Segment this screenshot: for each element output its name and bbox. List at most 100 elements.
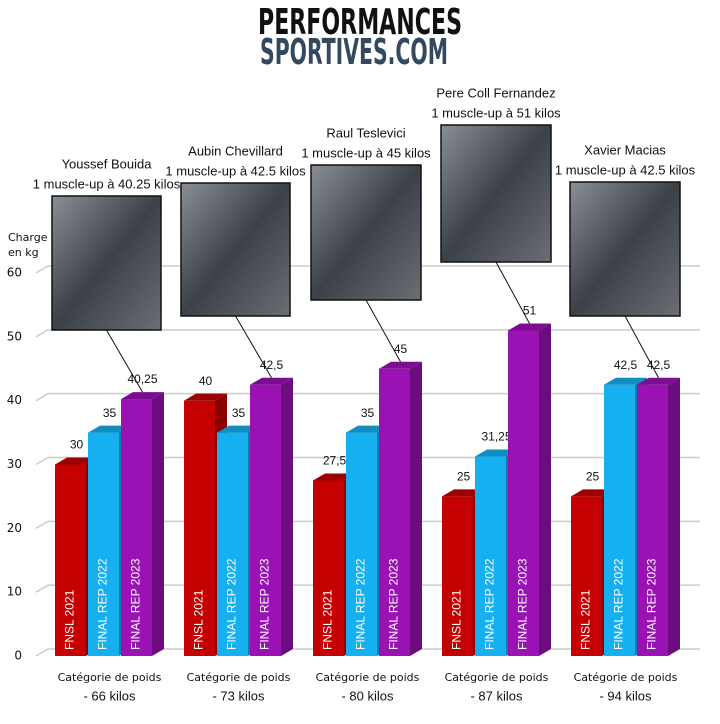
bar-side — [668, 377, 680, 656]
series-name: FNSL 2021 — [63, 589, 77, 650]
bar-top — [442, 489, 485, 497]
bar-top — [475, 449, 518, 457]
bar — [637, 384, 668, 656]
bar-top — [250, 377, 293, 385]
athlete-photo — [180, 182, 291, 317]
x-tick-label: Catégorie de poids — [58, 671, 162, 684]
bar-top — [346, 425, 389, 433]
bar-side — [281, 377, 293, 656]
bar-top — [217, 425, 260, 433]
annotation-text: 1 muscle-up à 45 kilos — [301, 145, 431, 160]
athlete-photo — [569, 181, 681, 317]
annotation-name: Raul Teslevici — [326, 125, 405, 140]
value-label: 42,5 — [614, 358, 638, 372]
bar — [55, 464, 86, 656]
value-label: 25 — [457, 470, 471, 484]
series-name: FINAL REP 2022 — [612, 558, 626, 650]
bar-top — [379, 361, 422, 369]
bar-top — [88, 425, 131, 433]
annotation-text: 1 muscle-up à 42.5 kilos — [555, 162, 696, 177]
annotation-connector — [624, 315, 659, 378]
bar-side — [539, 323, 551, 656]
value-label: 35 — [361, 406, 375, 420]
annotation-connector — [495, 261, 530, 324]
series-name: FNSL 2021 — [450, 589, 464, 650]
series-name: FNSL 2021 — [321, 589, 335, 650]
bar — [250, 384, 281, 656]
bar — [313, 480, 344, 656]
annotation-name: Pere Coll Fernandez — [436, 85, 555, 100]
grid-line — [35, 329, 700, 338]
value-label: 35 — [103, 406, 117, 420]
y-tick-label: 10 — [7, 585, 22, 599]
annotation-name: Aubin Chevillard — [188, 143, 283, 158]
annotation-connector — [365, 299, 401, 362]
bar — [379, 368, 410, 656]
bar — [442, 496, 473, 656]
y-tick-label: 20 — [7, 521, 22, 535]
logo-line: SPORTIVES.COM — [260, 32, 448, 73]
annotation-text: 1 muscle-up à 42.5 kilos — [165, 163, 306, 178]
series-name: FINAL REP 2023 — [258, 558, 272, 650]
y-tick-label: 0 — [14, 649, 22, 663]
series-name: FINAL REP 2023 — [645, 558, 659, 650]
bar — [604, 384, 635, 656]
grid-line — [35, 265, 700, 274]
bar-top — [508, 323, 551, 331]
y-tick-label: 60 — [7, 266, 22, 280]
bar-top — [604, 377, 647, 385]
series-name: FINAL REP 2023 — [387, 558, 401, 650]
grid-line — [35, 392, 700, 402]
bar — [184, 400, 215, 656]
series-name: FINAL REP 2023 — [129, 558, 143, 650]
bar — [508, 330, 539, 656]
bar — [475, 456, 506, 656]
series-name: FINAL REP 2022 — [354, 558, 368, 650]
bar-top — [637, 377, 680, 385]
series-name: FNSL 2021 — [192, 589, 206, 650]
bar-side — [152, 392, 164, 656]
x-tick-label: Catégorie de poids — [316, 671, 420, 684]
x-tick-label: - 80 kilos — [341, 688, 394, 703]
x-tick-label: Catégorie de poids — [187, 671, 291, 684]
value-label: 35 — [232, 406, 246, 420]
series-name: FINAL REP 2023 — [516, 558, 530, 650]
y-tick-label: 50 — [7, 329, 22, 343]
x-tick-label: - 66 kilos — [83, 688, 136, 703]
value-label: 27,5 — [323, 454, 347, 468]
y-tick-label: 30 — [7, 457, 22, 471]
athlete-photo — [440, 124, 552, 263]
logo-line: PERFORMANCES — [258, 2, 462, 43]
bar — [571, 496, 602, 656]
annotation-text: 1 muscle-up à 40.25 kilos — [33, 176, 181, 191]
value-label: 40,25 — [127, 372, 157, 386]
bar-top — [55, 457, 98, 465]
bar — [346, 432, 377, 656]
x-tick-label: - 94 kilos — [599, 688, 652, 703]
value-label: 31,25 — [481, 430, 511, 444]
athlete-photo — [310, 164, 422, 301]
x-tick-label: - 73 kilos — [212, 688, 265, 703]
series-name: FINAL REP 2022 — [96, 558, 110, 650]
athlete-photo — [51, 195, 162, 331]
annotation-connector — [106, 329, 143, 393]
series-name: FNSL 2021 — [579, 589, 593, 650]
bar — [121, 399, 152, 656]
bar-top — [121, 392, 164, 400]
value-label: 25 — [586, 470, 600, 484]
value-label: 40 — [199, 374, 213, 388]
value-label: 45 — [394, 342, 408, 356]
bar — [88, 432, 119, 656]
annotation-text: 1 muscle-up à 51 kilos — [431, 105, 561, 120]
value-label: 42,5 — [260, 358, 284, 372]
bar-side — [410, 361, 422, 656]
bar-top — [571, 489, 614, 497]
series-name: FINAL REP 2022 — [483, 558, 497, 650]
series-name: FINAL REP 2022 — [225, 558, 239, 650]
x-tick-label: - 87 kilos — [470, 688, 523, 703]
value-label: 30 — [70, 438, 84, 452]
y-axis-label: en kg — [8, 246, 39, 259]
y-tick-label: 40 — [7, 393, 22, 407]
x-tick-label: Catégorie de poids — [574, 671, 678, 684]
